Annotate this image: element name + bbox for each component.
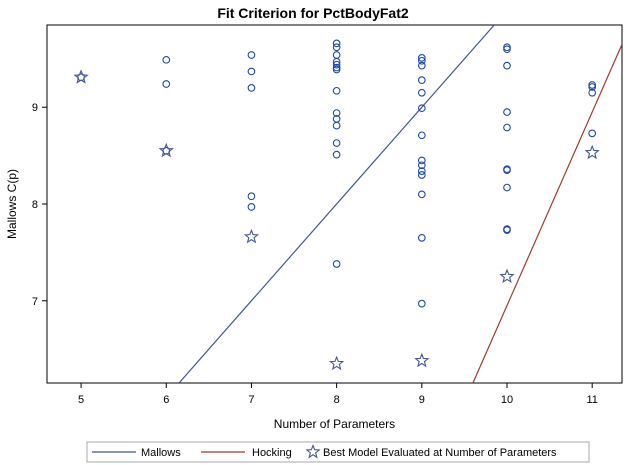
model-point	[332, 139, 341, 147]
best-model-star	[73, 69, 89, 84]
model-point	[417, 156, 426, 165]
x-tick-label: 5	[78, 394, 84, 406]
model-point	[503, 226, 511, 234]
x-axis: 5 6 7 8 9 10 11	[78, 383, 598, 406]
best-model-star	[414, 352, 430, 368]
model-point	[247, 84, 256, 92]
y-axis: 7 8 9	[32, 102, 47, 308]
best-model-star	[243, 228, 260, 244]
model-point	[417, 54, 426, 62]
x-tick-label: 8	[334, 394, 340, 406]
best-model-star	[499, 268, 515, 284]
legend: Mallows Hocking Best Model Evaluated at …	[86, 441, 590, 463]
legend-mallows: Mallows	[141, 447, 181, 459]
x-axis-label: Number of Parameters	[274, 417, 395, 431]
model-point	[417, 167, 426, 175]
model-point	[503, 166, 511, 174]
mallows-line	[178, 25, 495, 383]
best-model-star	[158, 142, 174, 158]
model-point	[332, 86, 341, 95]
y-axis-label: Mallows C(p)	[5, 169, 19, 239]
legend-hocking: Hocking	[252, 447, 292, 459]
model-point	[162, 55, 171, 64]
x-tick-label: 10	[501, 394, 513, 406]
model-point	[503, 61, 511, 70]
plot-area	[46, 24, 623, 384]
best-model-star	[584, 144, 600, 160]
model-point	[332, 39, 341, 48]
model-point	[332, 51, 341, 59]
hocking-line	[472, 44, 622, 383]
model-point	[503, 108, 511, 116]
model-point	[588, 88, 597, 97]
best-model-markers	[73, 69, 600, 371]
model-point	[332, 121, 341, 130]
model-point	[417, 299, 426, 308]
model-point	[417, 76, 426, 85]
model-point	[247, 67, 256, 76]
model-point	[332, 109, 341, 117]
model-point	[332, 43, 341, 52]
model-point	[417, 104, 426, 113]
x-tick-label: 9	[419, 394, 425, 406]
legend-star	[305, 443, 321, 459]
model-point	[417, 88, 426, 97]
x-tick-label: 6	[163, 394, 169, 406]
y-tick-label: 9	[32, 102, 38, 114]
model-point	[588, 129, 597, 138]
model-point	[503, 123, 511, 132]
legend-best-star-icon	[305, 443, 321, 459]
model-point	[332, 150, 341, 159]
x-tick-label: 11	[586, 394, 597, 406]
model-point	[332, 60, 341, 69]
model-point	[162, 80, 171, 88]
chart-title: Fit Criterion for PctBodyFat2	[217, 5, 409, 21]
model-point	[417, 161, 426, 170]
legend-best: Best Model Evaluated at Number of Parame…	[323, 447, 557, 459]
legend-box	[86, 441, 590, 463]
model-point	[417, 190, 426, 199]
y-tick-label: 8	[32, 199, 38, 211]
model-point	[247, 51, 256, 59]
best-model-star	[329, 355, 345, 371]
model-point	[417, 61, 426, 70]
y-tick-label: 7	[32, 296, 38, 308]
model-point	[417, 171, 426, 179]
criterion-lines	[178, 25, 622, 383]
model-point	[588, 83, 597, 91]
model-point	[247, 203, 256, 211]
x-tick-label: 7	[248, 394, 254, 406]
model-point	[503, 183, 511, 192]
model-point	[417, 56, 426, 65]
model-point	[503, 45, 511, 54]
model-point	[332, 65, 341, 74]
model-point	[417, 131, 426, 140]
model-point	[247, 192, 256, 201]
model-point	[332, 57, 341, 66]
model-point	[417, 234, 426, 242]
model-points	[77, 39, 597, 308]
model-point	[332, 260, 341, 268]
